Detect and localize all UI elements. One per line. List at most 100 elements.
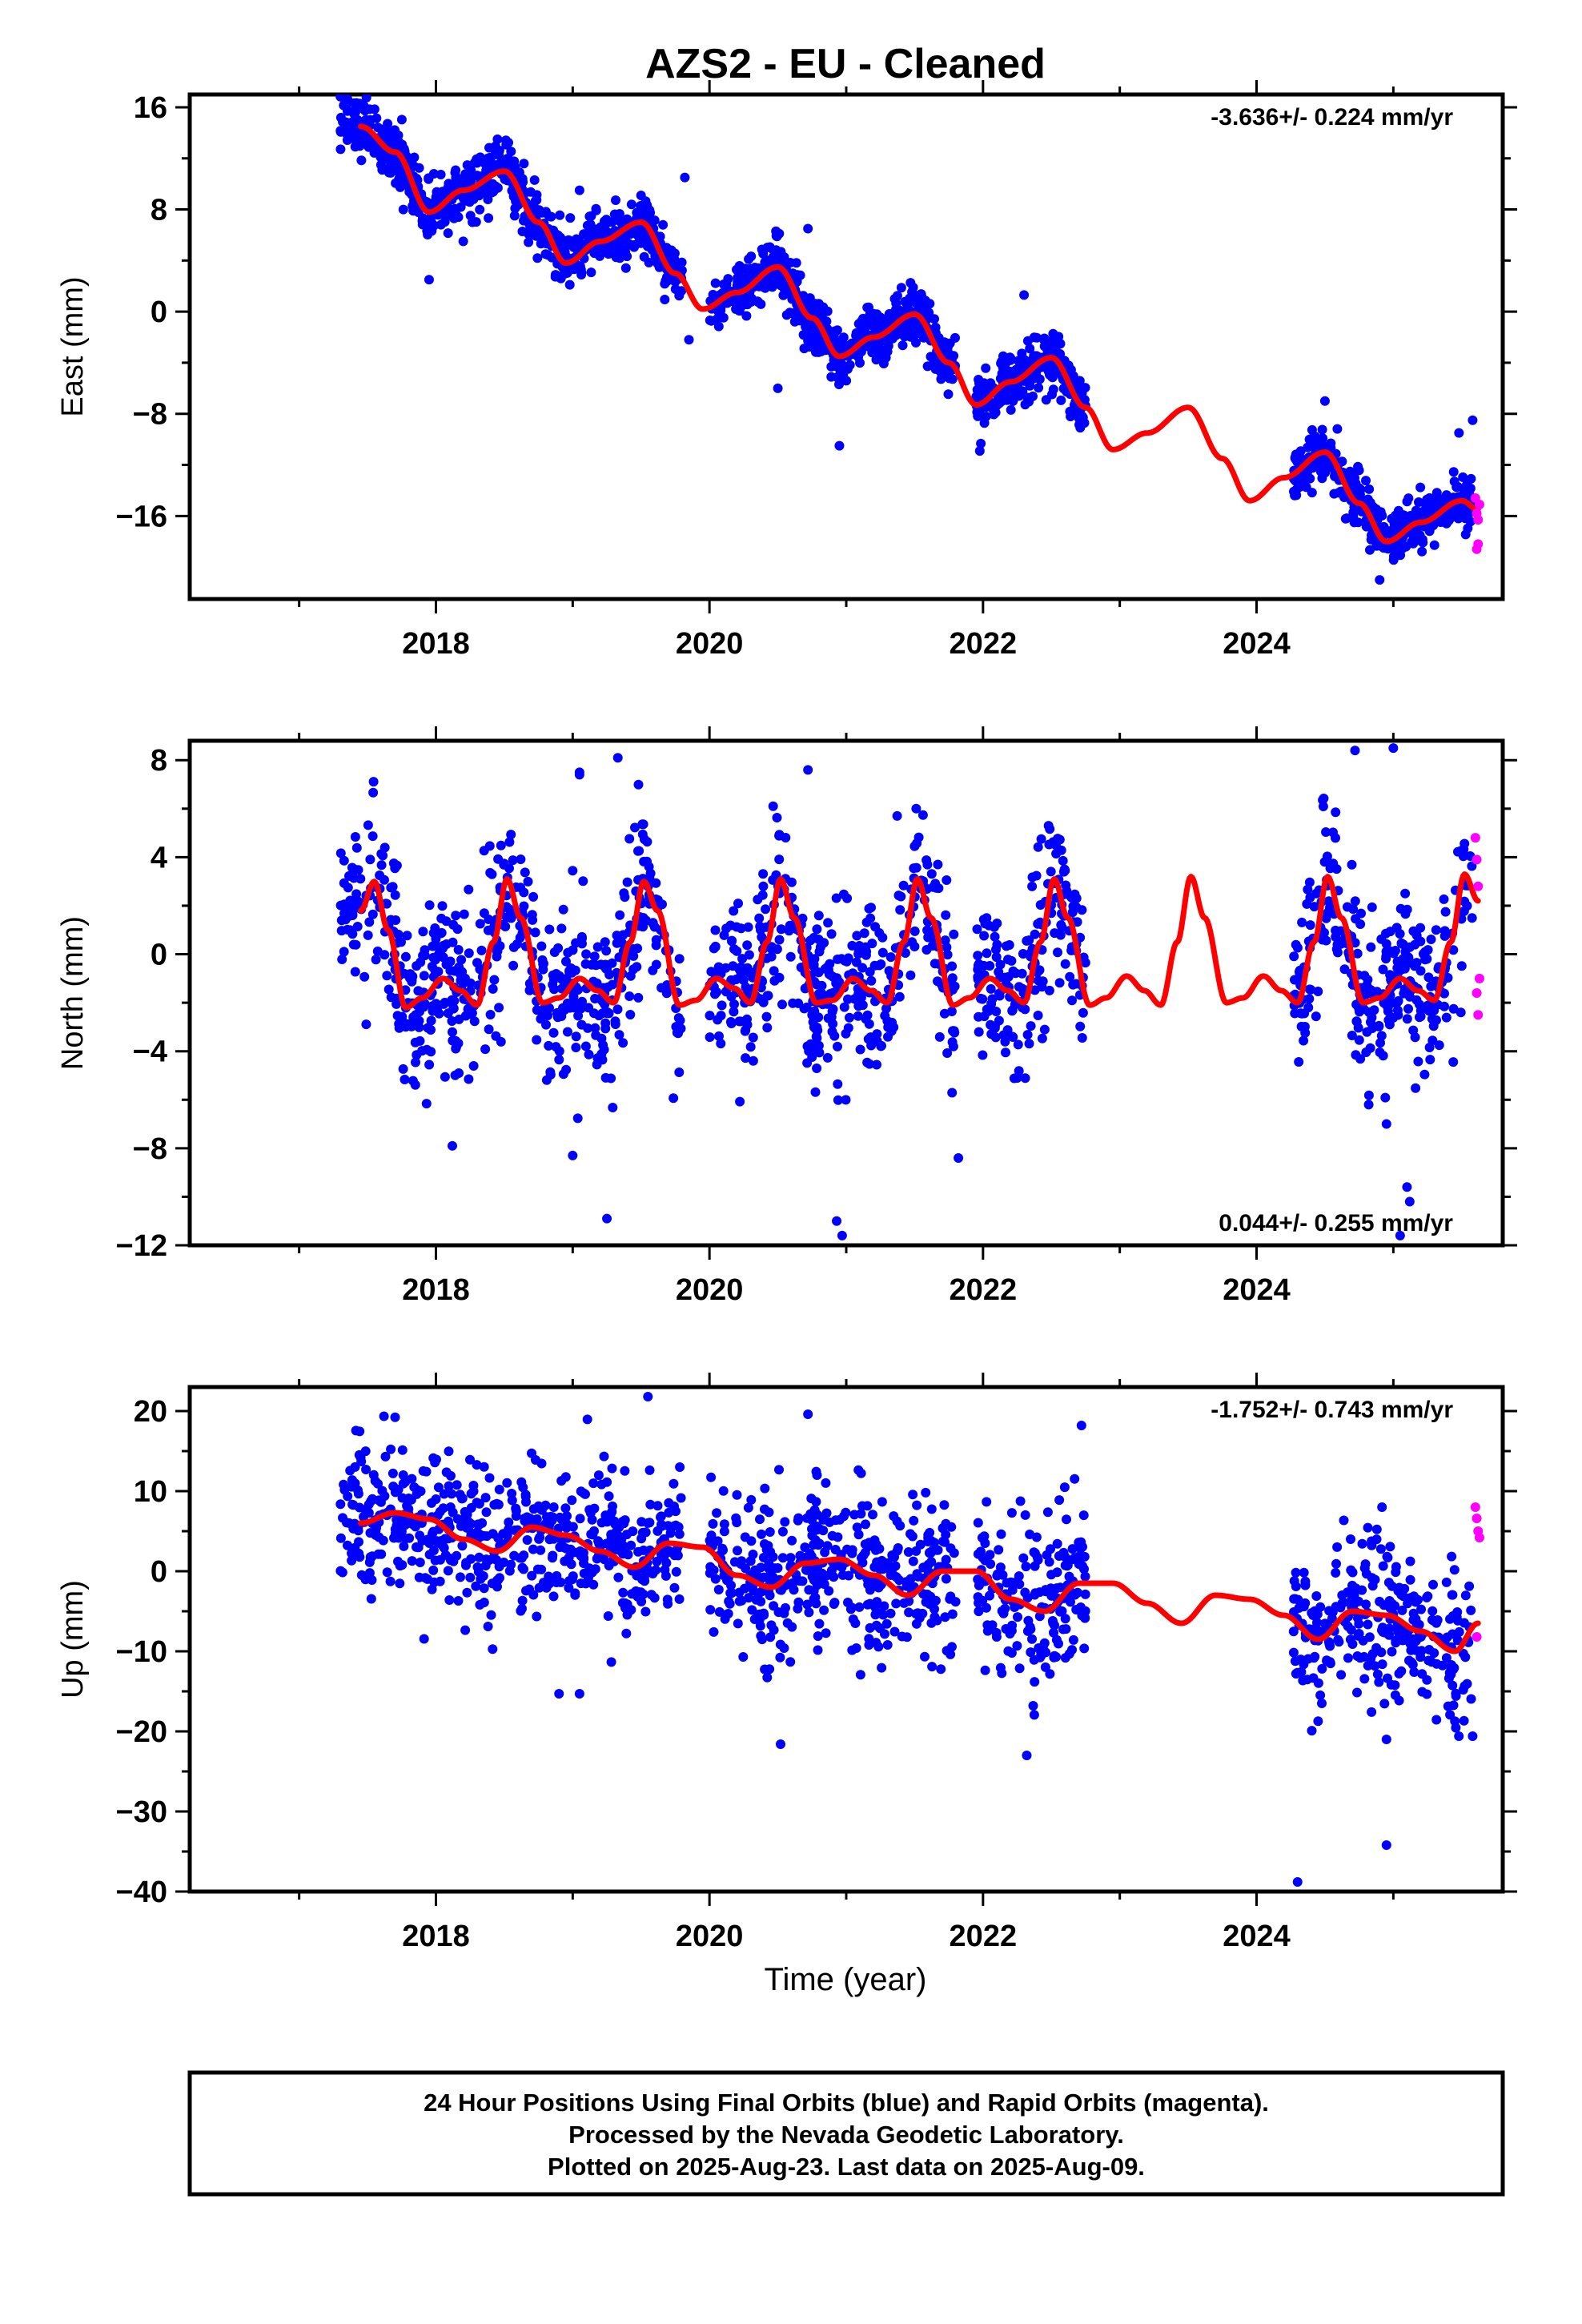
- final-orbit-point: [714, 1606, 725, 1617]
- final-orbit-point: [1059, 1482, 1070, 1493]
- final-orbit-point: [628, 951, 639, 961]
- final-orbit-point: [785, 1553, 796, 1563]
- final-orbit-point: [974, 1580, 984, 1590]
- final-orbit-point: [382, 899, 392, 909]
- final-orbit-point: [633, 1546, 644, 1557]
- final-orbit-point: [494, 1003, 504, 1013]
- final-orbit-point: [411, 1057, 420, 1068]
- final-orbit-point: [897, 340, 908, 351]
- final-orbit-point: [571, 1031, 581, 1042]
- final-orbit-point: [471, 217, 481, 227]
- final-orbit-point: [636, 1534, 647, 1544]
- final-orbit-point: [864, 341, 873, 352]
- final-orbit-point: [1381, 543, 1391, 553]
- final-orbit-point: [729, 906, 739, 916]
- final-orbit-point: [813, 1645, 823, 1655]
- final-orbit-point: [764, 1558, 774, 1569]
- final-orbit-point: [765, 1572, 776, 1582]
- final-orbit-point: [930, 1604, 939, 1614]
- final-orbit-point: [1037, 1033, 1047, 1043]
- final-orbit-point: [1374, 1021, 1384, 1031]
- final-orbit-point: [982, 1497, 992, 1507]
- final-orbit-point: [833, 1095, 843, 1105]
- y-axis-label: North (mm): [56, 916, 90, 1070]
- final-orbit-point: [339, 878, 349, 888]
- final-orbit-point: [1025, 344, 1035, 354]
- final-orbit-point: [506, 147, 516, 157]
- final-orbit-point: [379, 875, 389, 885]
- final-orbit-point: [1411, 1083, 1421, 1093]
- final-orbit-point: [354, 139, 364, 149]
- final-orbit-point: [1318, 433, 1328, 444]
- final-orbit-point: [615, 236, 625, 247]
- final-orbit-point: [576, 1550, 587, 1561]
- final-orbit-point: [588, 1530, 598, 1540]
- final-orbit-point: [1073, 1587, 1082, 1598]
- final-orbit-point: [532, 253, 543, 263]
- final-orbit-point: [1392, 997, 1403, 1007]
- final-orbit-point: [500, 922, 511, 931]
- final-orbit-point: [909, 320, 919, 330]
- final-orbit-point: [600, 1018, 611, 1028]
- final-orbit-point: [1415, 966, 1426, 976]
- final-orbit-point: [492, 1498, 502, 1509]
- final-orbit-point: [1021, 1562, 1031, 1572]
- final-orbit-point: [874, 1544, 885, 1554]
- final-orbit-point: [1311, 1591, 1322, 1601]
- final-orbit-point: [1427, 1014, 1437, 1024]
- final-orbit-point: [489, 975, 500, 985]
- final-orbit-point: [1078, 1007, 1088, 1018]
- final-orbit-point: [729, 999, 739, 1009]
- final-orbit-point: [490, 150, 500, 159]
- final-orbit-point: [868, 1510, 877, 1520]
- final-orbit-point: [602, 1477, 612, 1487]
- final-orbit-point: [1041, 1647, 1051, 1658]
- final-orbit-point: [485, 867, 496, 878]
- final-orbit-point: [620, 1466, 630, 1476]
- final-orbit-point: [925, 1527, 935, 1538]
- final-orbit-point: [1317, 424, 1327, 435]
- final-orbit-point: [981, 412, 991, 421]
- final-orbit-point: [713, 321, 724, 332]
- final-orbit-point: [845, 1012, 854, 1023]
- final-orbit-point: [438, 1503, 448, 1514]
- final-orbit-point: [1030, 1677, 1040, 1687]
- final-orbit-point: [982, 1602, 991, 1613]
- final-orbit-point: [1355, 1007, 1364, 1017]
- final-orbit-point: [721, 923, 732, 934]
- final-orbit-point: [544, 1571, 554, 1582]
- final-orbit-point: [857, 1553, 866, 1563]
- final-orbit-point: [335, 144, 346, 155]
- final-orbit-point: [554, 1055, 564, 1065]
- final-orbit-point: [1361, 1599, 1371, 1610]
- final-orbit-point: [877, 1497, 887, 1507]
- final-orbit-point: [826, 372, 837, 382]
- final-orbit-point: [464, 170, 474, 180]
- final-orbit-point: [437, 901, 448, 911]
- final-orbit-point: [1388, 743, 1399, 754]
- final-orbit-point: [860, 1539, 870, 1550]
- final-orbit-point: [363, 1499, 374, 1510]
- final-orbit-point: [573, 1011, 584, 1021]
- final-orbit-point: [742, 963, 753, 973]
- final-orbit-point: [729, 1007, 739, 1017]
- final-orbit-point: [500, 135, 511, 146]
- final-orbit-point: [589, 1008, 599, 1019]
- final-orbit-point: [1012, 1641, 1022, 1651]
- final-orbit-point: [606, 1657, 616, 1667]
- final-orbit-point: [396, 937, 406, 947]
- final-orbit-point: [1375, 575, 1385, 585]
- final-orbit-point: [433, 1482, 444, 1493]
- final-orbit-point: [709, 943, 719, 954]
- final-orbit-point: [870, 1602, 881, 1612]
- final-orbit-point: [1431, 925, 1441, 935]
- final-orbit-point: [821, 1628, 831, 1638]
- final-orbit-point: [1291, 1567, 1301, 1578]
- final-orbit-point: [974, 446, 985, 456]
- final-orbit-point: [991, 952, 1002, 963]
- x-tick-label: 2018: [402, 1273, 470, 1307]
- final-orbit-point: [925, 299, 935, 309]
- final-orbit-point: [1411, 927, 1421, 938]
- final-orbit-point: [927, 941, 938, 951]
- final-orbit-point: [386, 915, 396, 925]
